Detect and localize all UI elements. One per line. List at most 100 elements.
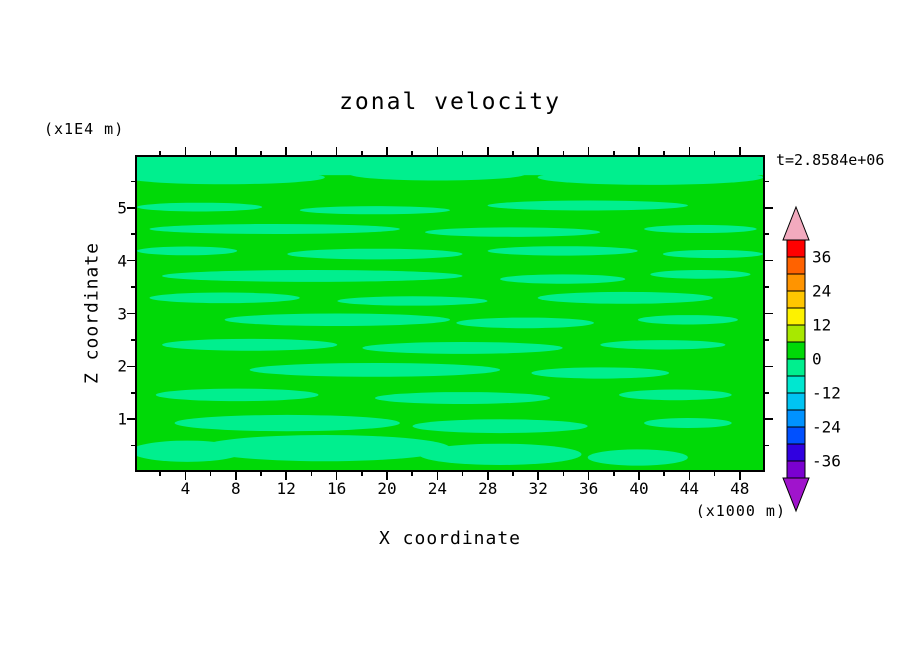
x-tick-label: 32 [528,479,548,498]
colorbar-label: -36 [812,451,841,471]
axis-tick [587,147,590,155]
contour-plot-area [135,155,765,472]
axis-tick [361,472,363,476]
axis-tick [739,472,741,480]
axis-tick [512,151,514,155]
x-tick-label: 36 [578,479,599,498]
axis-tick [310,151,313,155]
axis-tick [663,472,665,476]
axis-tick [688,472,691,480]
axis-tick [127,365,135,368]
contour-field [137,157,763,470]
axis-tick [613,151,615,155]
y-tick-label: 4 [117,251,127,271]
colorbar-label: 0 [812,349,822,369]
axis-tick [765,259,773,262]
axis-tick [765,233,769,236]
x-tick-label: 4 [180,479,191,498]
axis-tick [765,391,769,394]
axis-tick [613,472,615,476]
axis-tick [159,472,161,476]
axis-tick [487,147,489,155]
axis-tick [184,472,187,480]
axis-tick [131,391,135,394]
x-tick-label: 44 [679,479,700,498]
axis-tick [127,418,135,420]
axis-tick [765,339,769,341]
colorbar-label: -24 [812,417,841,437]
axis-tick [537,147,539,155]
axis-tick [184,147,187,155]
colorbar-label: -12 [812,383,841,403]
chart-title: zonal velocity [339,89,561,115]
axis-tick [411,472,413,476]
y-axis-units-label: (x1E4 m) [44,120,125,138]
axis-tick [765,180,769,183]
axis-tick [285,147,287,155]
axis-tick [131,286,135,288]
axis-tick [335,472,338,480]
axis-tick [386,472,388,480]
x-tick-label: 20 [377,479,397,498]
time-annotation: t=2.8584e+06 [776,151,885,169]
x-tick-label: 48 [730,479,750,498]
x-tick-label: 40 [629,479,649,498]
axis-tick [512,472,514,476]
axis-tick [436,472,439,480]
axis-tick [765,365,773,368]
axis-tick [131,339,135,341]
x-tick-label: 8 [230,479,241,498]
axis-tick [127,312,135,315]
y-tick-label: 5 [117,198,127,218]
axis-tick [131,233,135,236]
axis-tick [688,147,691,155]
axis-tick [235,147,237,155]
axis-tick [260,151,262,155]
axis-tick [127,259,135,262]
axis-tick [713,151,716,155]
axis-tick [461,472,464,476]
axis-tick [713,472,716,476]
axis-tick [587,472,590,480]
axis-tick [765,444,769,447]
axis-tick [436,147,439,155]
axis-tick [487,472,489,480]
axis-tick [537,472,539,480]
axis-tick [765,207,773,209]
axis-tick [131,444,135,447]
y-tick-label: 1 [117,409,127,429]
axis-tick [411,151,413,155]
colorbar-label: 24 [812,281,832,301]
axis-tick [335,147,338,155]
axis-tick [765,418,773,420]
x-axis-title: X coordinate [378,528,522,549]
axis-tick [562,472,565,476]
y-tick-label: 2 [117,356,127,376]
x-axis-units-label: (x1000 m) [695,502,786,520]
axis-tick [638,472,640,480]
axis-tick [663,151,665,155]
axis-tick [765,312,773,315]
colorbar [782,205,810,513]
axis-tick [285,472,287,480]
axis-tick [209,472,212,476]
axis-tick [310,472,313,476]
axis-tick [361,151,363,155]
axis-tick [260,472,262,476]
y-tick-label: 3 [117,304,127,323]
colorbar-label: 12 [812,315,832,335]
x-tick-label: 12 [276,479,296,498]
axis-tick [209,151,212,155]
axis-tick [765,286,769,288]
x-tick-label: 16 [326,479,347,498]
axis-tick [638,147,640,155]
axis-tick [127,207,135,209]
axis-tick [131,180,135,183]
axis-tick [159,151,161,155]
colorbar-label: 36 [812,247,832,267]
axis-tick [386,147,388,155]
x-tick-label: 28 [478,479,498,498]
axis-tick [739,147,741,155]
y-axis-title: Z coordinate [81,241,103,385]
axis-tick [235,472,237,480]
